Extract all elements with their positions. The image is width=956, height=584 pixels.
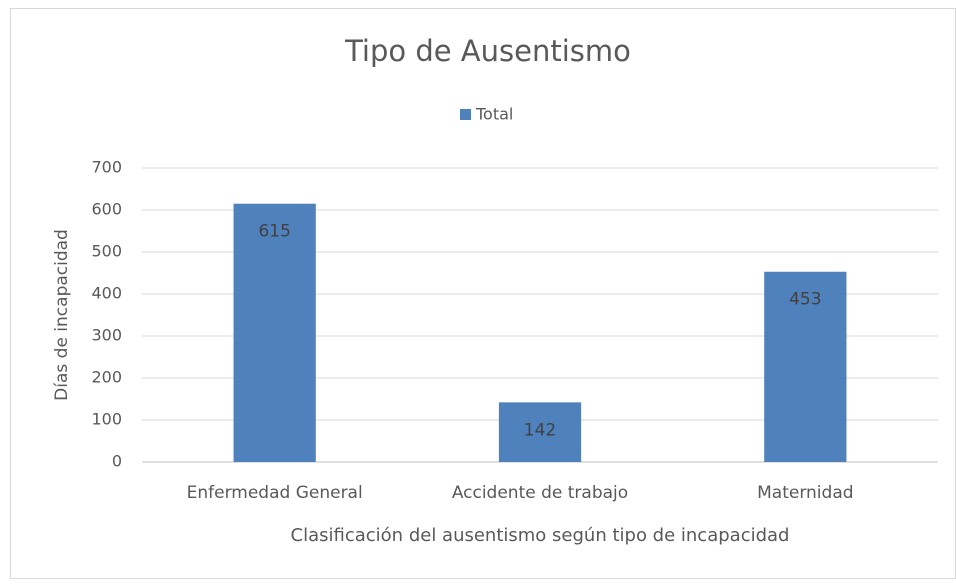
y-tick-label: 100 [91, 410, 122, 429]
x-tick-label: Enfermedad General [187, 483, 363, 503]
data-label: 142 [524, 420, 556, 440]
y-tick-label: 300 [91, 326, 122, 345]
y-tick-label: 200 [91, 368, 122, 387]
chart-title: Tipo de Ausentismo [344, 34, 631, 68]
y-tick-label: 0 [112, 452, 122, 471]
bar [764, 271, 847, 462]
y-tick-label: 400 [91, 284, 122, 303]
x-axis-label: Clasificación del ausentismo según tipo … [291, 525, 790, 546]
x-tick-label: Maternidad [757, 483, 853, 503]
y-axis-label: Días de incapacidad [52, 229, 72, 401]
y-tick-label: 500 [91, 242, 122, 261]
legend-swatch [460, 109, 471, 120]
bar [498, 402, 582, 462]
y-tick-label: 600 [91, 200, 122, 219]
y-tick-label: 700 [91, 158, 122, 177]
data-label: 453 [789, 290, 821, 310]
data-label: 615 [258, 222, 290, 242]
x-tick-label: Accidente de trabajo [452, 483, 628, 503]
legend-label: Total [475, 105, 513, 124]
bar [233, 203, 316, 462]
